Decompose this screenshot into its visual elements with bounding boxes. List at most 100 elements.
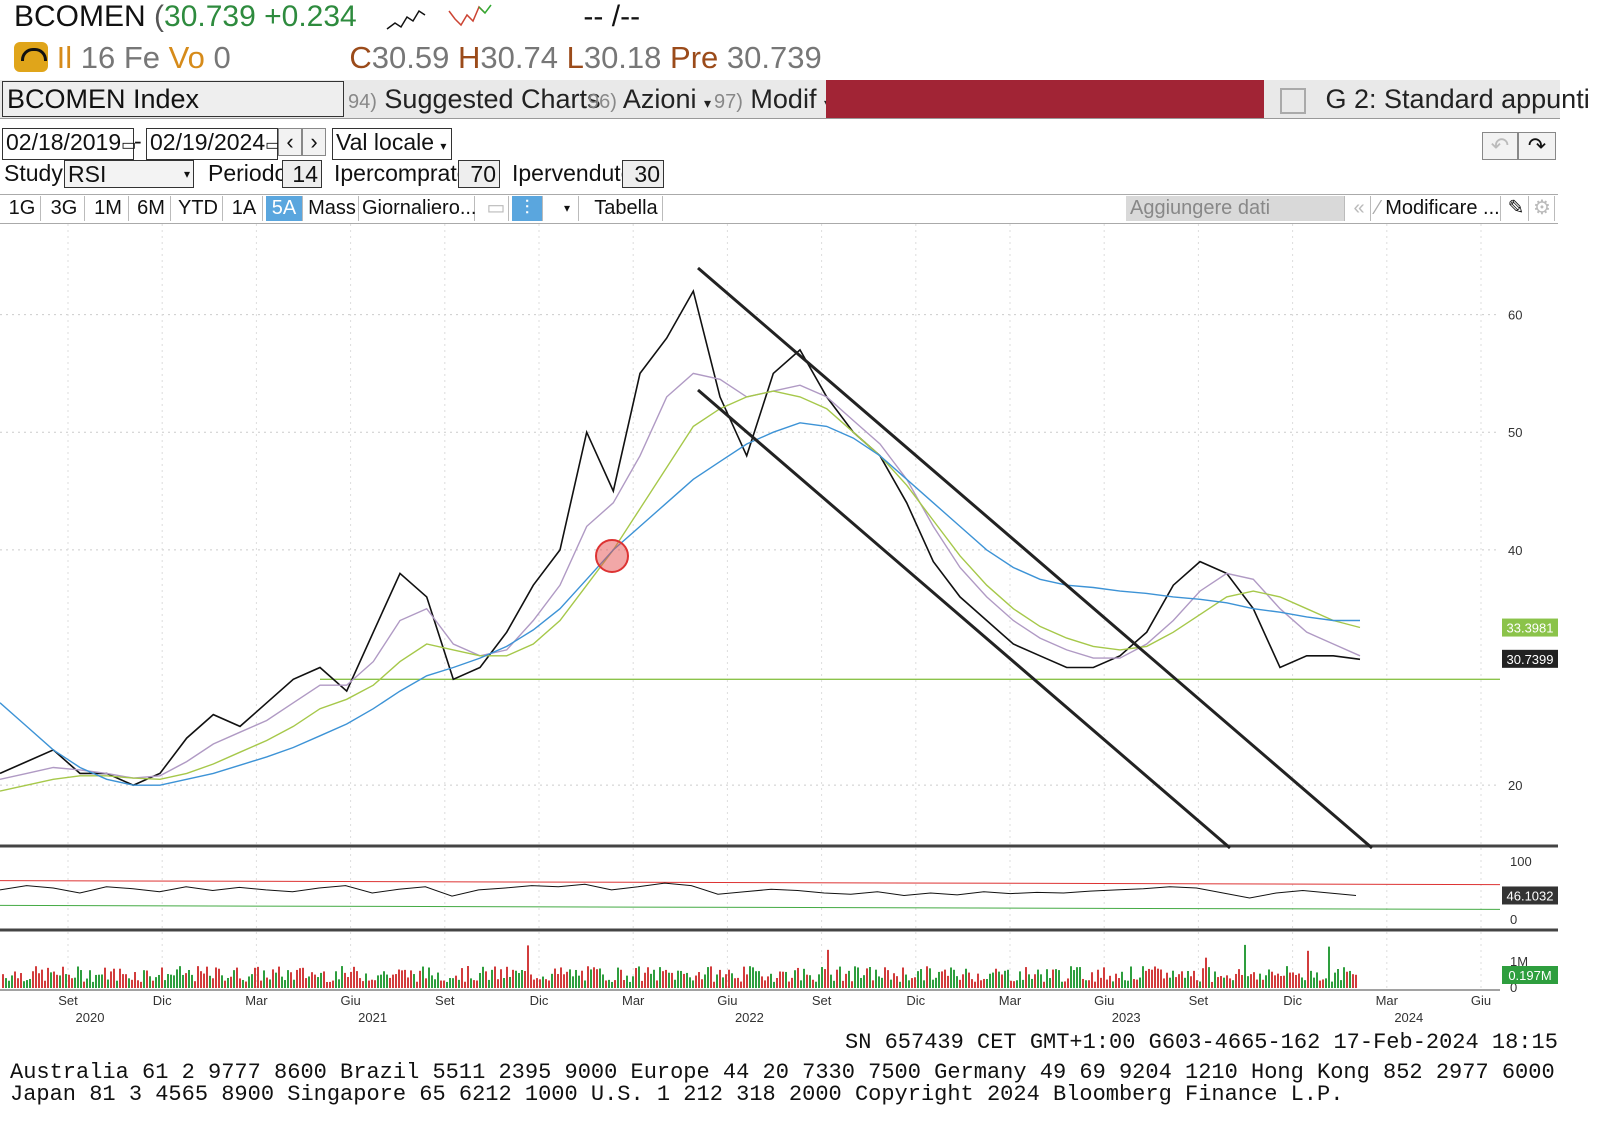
volume-bar <box>1244 944 1246 988</box>
volume-bar <box>746 974 748 988</box>
undo-icon[interactable]: ↶ <box>1482 132 1518 160</box>
volume-bar <box>1268 969 1270 988</box>
volume-bar <box>449 978 451 988</box>
bar-style-icon[interactable]: ⫶ <box>512 196 543 221</box>
modify-button[interactable]: ⁄ Modificare ... <box>1376 196 1501 221</box>
high-label: H <box>457 40 481 75</box>
volume-bar <box>1271 971 1273 988</box>
volume-bar <box>371 979 373 988</box>
volume-bar <box>173 975 175 988</box>
menu-standard-notes[interactable]: G 2: Standard appunti <box>1280 80 1590 118</box>
study-select[interactable]: RSI ▾ <box>64 160 194 188</box>
terminal-session-info: SN 657439 CET GMT+1:00 G603-4665-162 17-… <box>845 1030 1558 1055</box>
volume-bar <box>1097 969 1099 988</box>
menu-modif[interactable]: 97) Modif ▾ <box>714 80 831 118</box>
table-button[interactable]: Tabella <box>590 196 663 221</box>
volume-bar <box>905 974 907 988</box>
volume-bar <box>956 976 958 988</box>
volume-bar <box>68 974 70 988</box>
volume-bar <box>224 980 226 988</box>
volume-bar <box>146 970 148 988</box>
prev-period-button[interactable]: ‹ <box>278 128 302 156</box>
periodo-input[interactable]: 14 <box>282 160 322 188</box>
rsi-overbought-line <box>0 880 1501 886</box>
settings-gear-icon[interactable]: ⚙ <box>1530 196 1555 221</box>
period-button[interactable]: 1A <box>226 196 263 221</box>
ticker-symbol: BCOMEN <box>14 0 146 33</box>
volume-bar <box>989 973 991 988</box>
period-button[interactable]: 1G <box>4 196 41 221</box>
redo-icon[interactable]: ↷ <box>1518 132 1556 160</box>
volume-bar <box>1262 979 1264 988</box>
date-from-value: 02/18/2019 <box>6 129 122 155</box>
chevron-down-icon[interactable]: ▾ <box>556 196 579 221</box>
collapse-icon[interactable]: « <box>1348 196 1371 221</box>
volume-bar <box>1010 980 1012 988</box>
date-to-field[interactable]: 02/19/2024▭ <box>146 128 281 160</box>
ipervenduto-input[interactable]: 30 <box>622 160 664 188</box>
chart-type-icon[interactable]: ▭ <box>484 196 509 221</box>
volume-bar <box>161 967 163 988</box>
rsi-tick-label: 100 <box>1510 854 1532 869</box>
volume-bar <box>1118 978 1120 988</box>
il-label: Il <box>56 40 73 75</box>
volume-bar <box>1352 974 1354 988</box>
period-button-active[interactable]: 5A <box>266 196 303 221</box>
volume-bar <box>125 974 127 988</box>
frequency-select[interactable]: Giornaliero... <box>362 196 477 221</box>
volume-bar <box>1112 981 1114 988</box>
period-button[interactable]: 3G <box>44 196 85 221</box>
volume-bar <box>14 971 16 988</box>
time-tick-label: Dic <box>530 993 549 1008</box>
last-value-label: 33.3981 <box>1507 621 1554 636</box>
volume-bar <box>914 977 916 988</box>
volume-bar <box>626 975 628 988</box>
menu-suggested-charts[interactable]: 94) Suggested Charts <box>348 80 601 118</box>
volume-bar <box>599 968 601 988</box>
volume-bar <box>656 980 658 988</box>
price-chart[interactable]: 60 50 40 20 Set 2020 Dic Mar Giu 2021 Set Dic Mar Giu… <box>0 224 1560 1024</box>
volume-bar <box>182 974 184 988</box>
volume-bar <box>401 970 403 988</box>
calendar-icon[interactable]: ▭ <box>265 137 281 154</box>
volume-bar <box>1280 975 1282 988</box>
volume-bar <box>977 973 979 988</box>
calendar-icon[interactable]: ▭ <box>121 137 137 154</box>
volume-bar <box>1142 966 1144 988</box>
volume-bar <box>1058 970 1060 988</box>
volume-bar <box>926 966 928 988</box>
edit-chart-icon[interactable]: ✎ <box>1504 196 1529 221</box>
volume-bar <box>608 979 610 988</box>
menu-azioni[interactable]: 96) Azioni ▾ <box>588 80 711 118</box>
currency-select[interactable]: Val locale ▾ <box>332 128 452 160</box>
volume-bar <box>92 981 94 988</box>
period-button[interactable]: 6M <box>132 196 171 221</box>
volume-bar <box>1238 969 1240 988</box>
volume-bar <box>1067 978 1069 988</box>
period-button[interactable]: Mass <box>306 196 359 221</box>
period-button[interactable]: YTD <box>174 196 223 221</box>
volume-bar <box>638 966 640 988</box>
external-link-icon[interactable] <box>1280 87 1306 114</box>
speedometer-icon[interactable] <box>14 41 48 72</box>
volume-bar <box>470 978 472 988</box>
volume-bar <box>1334 972 1336 988</box>
ticker-field[interactable]: BCOMEN Index <box>2 81 344 117</box>
volume-bar <box>116 980 118 988</box>
date-from-field[interactable]: 02/18/2019▭ <box>2 128 137 160</box>
volume-bar <box>1073 970 1075 988</box>
time-tick-label: Mar <box>999 993 1022 1008</box>
add-data-input[interactable]: Aggiungere dati <box>1126 196 1345 221</box>
time-tick-label: Giu <box>340 993 360 1008</box>
volume-bar <box>875 969 877 988</box>
volume-bar <box>311 972 313 988</box>
volume-bar <box>593 967 595 988</box>
next-period-button[interactable]: › <box>302 128 326 156</box>
ipercomprato-input[interactable]: 70 <box>458 160 500 188</box>
volume-bar <box>857 967 859 988</box>
volume-bar <box>824 969 826 988</box>
period-button[interactable]: 1M <box>88 196 129 221</box>
volume-bar <box>551 973 553 988</box>
volume-bar <box>719 969 721 988</box>
volume-bar <box>155 977 157 988</box>
